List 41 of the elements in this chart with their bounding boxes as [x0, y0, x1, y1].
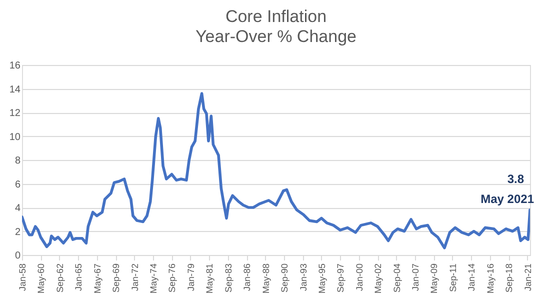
x-tick-label: May-95 — [316, 264, 327, 294]
y-tick-label: 4 — [14, 203, 21, 214]
x-tick-label: Jan-14 — [466, 264, 477, 292]
x-tick-label: Jan-65 — [74, 264, 84, 292]
x-tick-label: May-74 — [148, 264, 158, 294]
x-tick-label: May-60 — [36, 264, 46, 294]
y-tick-label: 10 — [9, 132, 21, 143]
x-tick-label: Sep-69 — [111, 264, 122, 293]
x-tick-label: May-16 — [485, 264, 496, 294]
x-tick-label: Jan-93 — [298, 264, 308, 292]
x-tick-label: Jan-58 — [18, 264, 28, 292]
x-tick-label: May-09 — [429, 264, 440, 294]
y-tick-label: 12 — [9, 108, 21, 119]
x-tick-label: Jan-72 — [130, 264, 140, 292]
chart-subtitle: Year-Over % Change — [196, 27, 356, 46]
annotation: 3.8 — [507, 172, 524, 186]
x-tick-label: Jan-00 — [354, 264, 364, 292]
y-tick-label: 6 — [14, 179, 21, 190]
y-tick-label: 8 — [14, 156, 21, 166]
x-tick-label: May-67 — [92, 264, 102, 294]
x-tick-label: Sep-04 — [392, 264, 402, 293]
y-tick-label: 14 — [9, 84, 21, 96]
x-tick-label: Sep-18 — [504, 264, 514, 293]
x-tick-label: Jan-07 — [410, 264, 421, 292]
x-tick-label: May-02 — [373, 264, 384, 294]
x-tick-label: Sep-97 — [336, 264, 346, 293]
chart-title: Core Inflation — [225, 7, 327, 26]
y-tick-label: 2 — [14, 226, 21, 238]
x-tick-label: Sep-90 — [280, 264, 290, 293]
x-tick-label: Sep-83 — [223, 264, 234, 293]
x-tick-label: Jan-79 — [186, 264, 196, 292]
x-tick-label: May-81 — [204, 264, 215, 294]
x-tick-label: Jan-86 — [242, 264, 252, 292]
x-tick-label: Sep-76 — [167, 264, 178, 293]
x-tick-label: May-88 — [260, 264, 271, 294]
x-tick-label: Sep-62 — [54, 264, 65, 293]
x-tick-label: Sep-11 — [448, 264, 458, 292]
annotation: May 2021 — [480, 192, 534, 206]
y-tick-label: 16 — [9, 60, 21, 72]
y-tick-label: 0 — [14, 250, 21, 262]
x-tick-label: Jan-21 — [522, 264, 533, 292]
